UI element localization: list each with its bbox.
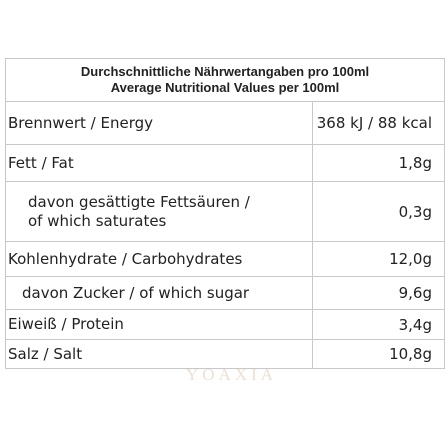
- table-row: Brennwert / Energy 368 kJ / 88 kcal: [5, 101, 445, 145]
- header-row: Durchschnittliche Nährwertangaben pro 10…: [5, 58, 445, 102]
- header-line: Durchschnittliche Nährwertangaben pro 10…: [80, 64, 370, 79]
- value-cell: 10,8g: [312, 339, 445, 369]
- label-line: of which saturates: [28, 211, 167, 230]
- label-line: Eiweiß / Protein: [8, 315, 124, 333]
- label-cell: davon gesättigte Fettsäuren / of which sa…: [5, 181, 313, 242]
- table-row: Fett / Fat 1,8g: [5, 144, 445, 182]
- value-cell: 9,6g: [312, 276, 445, 310]
- value-cell: 3,4g: [312, 309, 445, 340]
- value-cell: 368 kJ / 88 kcal: [312, 101, 445, 145]
- table-row: Salz / Salt 10,8g: [5, 339, 445, 369]
- header-cell: Durchschnittliche Nährwertangaben pro 10…: [5, 58, 445, 102]
- value-cell: 0,3g: [312, 181, 445, 242]
- value-cell: 12,0g: [312, 241, 445, 277]
- header-line: Average Nutritional Values per 100ml: [110, 80, 340, 95]
- label-cell: Brennwert / Energy: [5, 101, 313, 145]
- label-line: Salz / Salt: [8, 344, 83, 363]
- label-line: davon gesättigte Fettsäuren /: [28, 192, 250, 211]
- table-row: davon Zucker / of which sugar 9,6g: [5, 276, 445, 310]
- table-row: Kohlenhydrate / Carbohydrates 12,0g: [5, 241, 445, 277]
- table-row: davon gesättigte Fettsäuren / of which sa…: [5, 181, 445, 242]
- label-cell: Kohlenhydrate / Carbohydrates: [5, 241, 313, 277]
- label-line: Brennwert / Energy: [8, 113, 154, 132]
- value-cell: 1,8g: [312, 144, 445, 182]
- table-row: Eiweiß / Protein 3,4g: [5, 309, 445, 340]
- label-cell: Fett / Fat: [5, 144, 313, 182]
- label-line: davon Zucker / of which sugar: [22, 283, 250, 302]
- nutrition-panel: Durchschnittliche Nährwertangaben pro 10…: [5, 58, 445, 369]
- label-cell: Salz / Salt: [5, 339, 313, 369]
- label-cell: davon Zucker / of which sugar: [5, 276, 313, 310]
- nutrition-table: Durchschnittliche Nährwertangaben pro 10…: [5, 58, 445, 369]
- label-line: Fett / Fat: [8, 153, 74, 172]
- label-line: Kohlenhydrate / Carbohydrates: [8, 249, 243, 268]
- table-body: Durchschnittliche Nährwertangaben pro 10…: [5, 58, 445, 369]
- watermark: YOAXIA: [186, 365, 278, 384]
- label-cell: Eiweiß / Protein: [5, 309, 313, 340]
